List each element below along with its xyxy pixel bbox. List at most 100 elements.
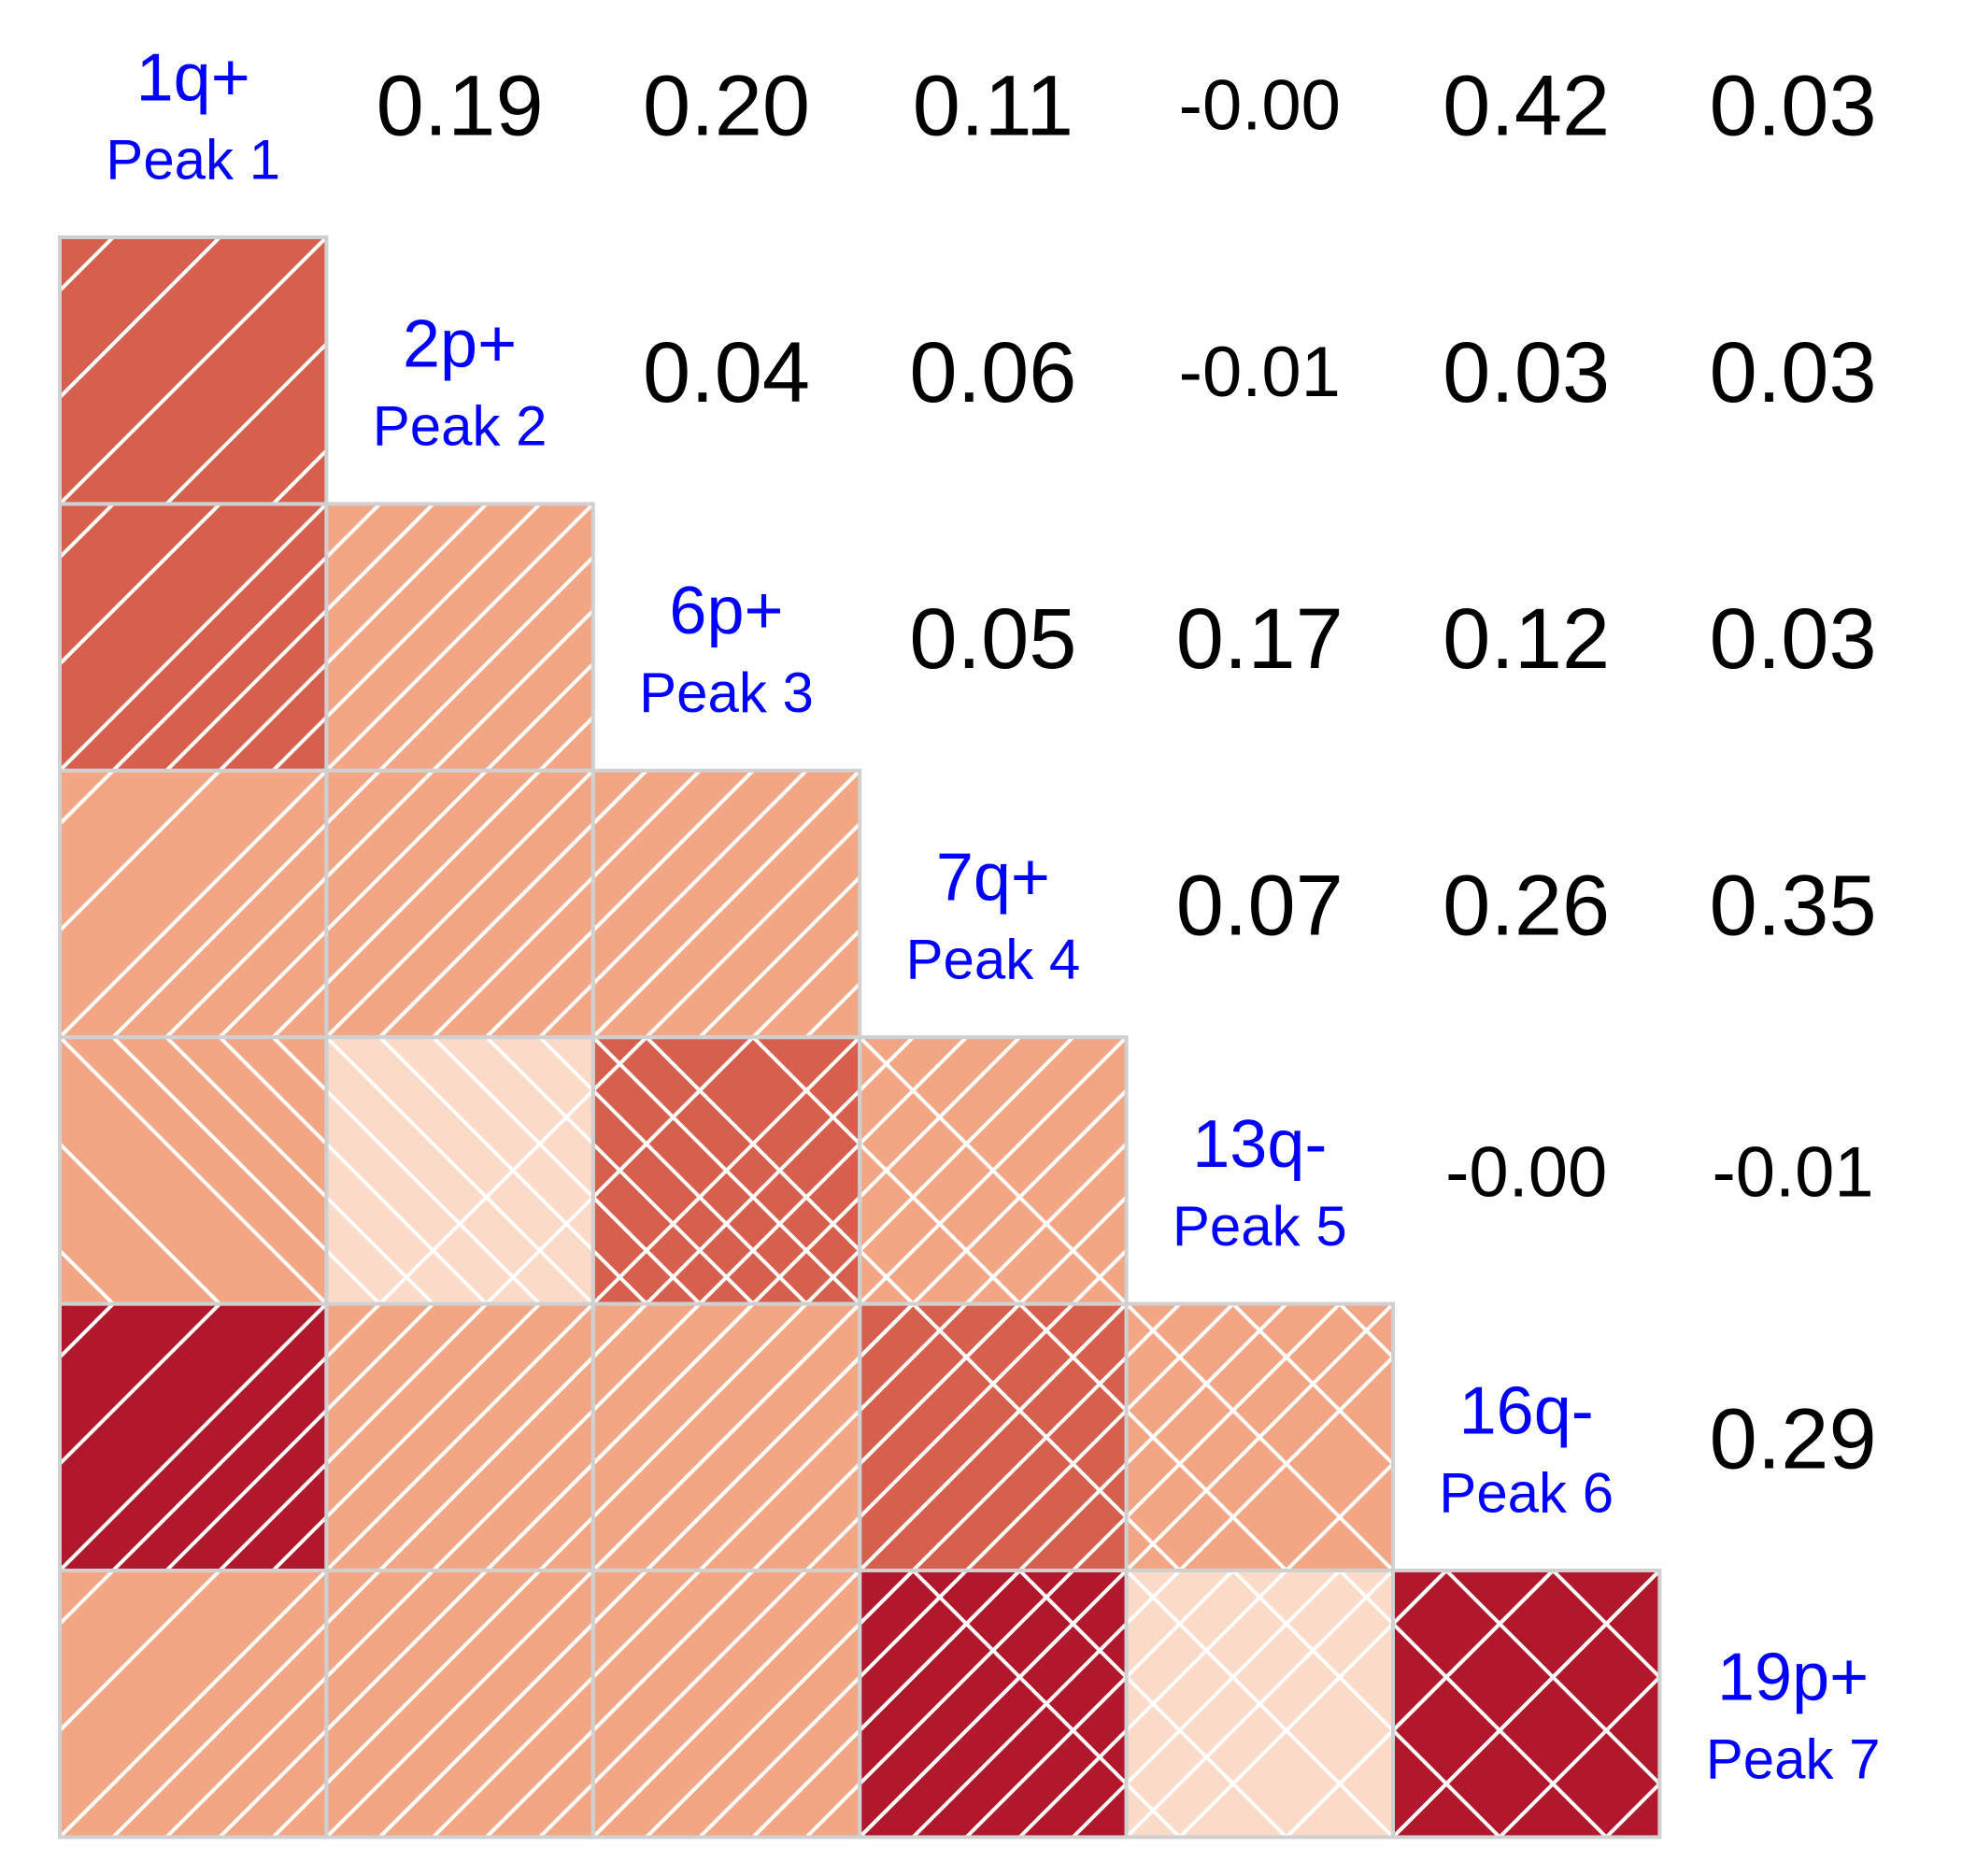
hatch-line	[1551, 1569, 1660, 1838]
coefficient-value: 0.05	[909, 591, 1076, 687]
hatch-line	[591, 1035, 861, 1306]
hatch-line	[698, 1302, 968, 1572]
hatch-line	[485, 1569, 755, 1838]
variable-label-1q+: 1q+	[136, 40, 250, 115]
hatch-line	[538, 769, 808, 1039]
coefficient-value: 0.04	[643, 325, 810, 420]
hatch-line	[591, 769, 861, 1039]
hatch-line	[1018, 1302, 1288, 1572]
hatch-line	[1391, 1569, 1660, 1838]
hatch-line	[218, 1035, 489, 1306]
hatch-line	[271, 502, 542, 773]
hatch-line	[111, 1302, 381, 1572]
hatch-line	[538, 1035, 808, 1306]
hatch-line	[60, 237, 328, 505]
hatch-line	[324, 769, 595, 1039]
hatch-line	[1285, 1569, 1555, 1838]
coefficient-value: 0.03	[1443, 325, 1610, 420]
hatch-line	[858, 1035, 1129, 1306]
hatch-line	[60, 769, 115, 1039]
hatch-line	[111, 1035, 381, 1306]
hatch-line	[911, 1302, 1182, 1572]
variable-label-13q-: 13q-	[1192, 1107, 1327, 1182]
coefficient-value: 0.06	[909, 325, 1076, 420]
hatch-line	[324, 1569, 595, 1838]
hatch-line	[804, 1569, 1074, 1838]
coefficient-value: -0.00	[1445, 1132, 1607, 1212]
hatch-line	[324, 502, 595, 773]
peak-label-peak-2: Peak 2	[373, 395, 547, 458]
hatch-line	[591, 1302, 861, 1572]
hatch-line	[218, 769, 489, 1039]
hatch-line	[751, 1302, 1021, 1572]
hatch-line	[432, 1302, 702, 1572]
hatch-line	[271, 1035, 542, 1306]
hatch-line	[1926, 1570, 1962, 1837]
hatch-line	[858, 1302, 1129, 1572]
hatch-line	[60, 1302, 221, 1572]
hatch-line	[60, 769, 328, 1039]
variable-label-16q-: 16q-	[1459, 1373, 1594, 1448]
diagonal-labels: 1q+ Peak 1 2p+ Peak 2 6p+ Peak 3 7q+ Peak 4 13q-…	[106, 40, 1880, 1790]
hatch-line	[271, 769, 542, 1039]
peak-label-peak-3: Peak 3	[639, 661, 814, 724]
hatch-line	[698, 1569, 968, 1838]
peak-label-peak-1: Peak 1	[106, 128, 280, 191]
peak-label-peak-6: Peak 6	[1439, 1461, 1614, 1524]
hatch-line	[60, 1569, 221, 1838]
hatch-line	[751, 1569, 1021, 1838]
coefficient-value: -0.00	[1179, 66, 1341, 146]
hatch-line	[111, 769, 381, 1039]
hatch-line	[60, 769, 221, 1039]
hatch-line	[378, 1302, 648, 1572]
hatch-line	[698, 1035, 968, 1306]
hatch-line	[1498, 1569, 1660, 1838]
hatch-line	[804, 1302, 1074, 1572]
hatch-line	[60, 1035, 221, 1306]
coefficient-value: 0.29	[1710, 1391, 1877, 1486]
hatch-line	[1338, 1569, 1608, 1838]
coefficient-values: 0.19 0.20 0.11 -0.00 0.42 0.03 0.04 0.06 -0.01 0.…	[377, 58, 1877, 1486]
hatch-line	[60, 502, 328, 773]
hatch-line	[111, 1569, 381, 1838]
hatch-line	[60, 237, 115, 505]
hatch-line	[60, 1569, 328, 1838]
variable-label-19p+: 19p+	[1717, 1641, 1869, 1715]
hatch-line	[538, 1569, 808, 1838]
hatch-line	[485, 1035, 755, 1306]
hatch-line	[1072, 1569, 1342, 1838]
hatch-line	[218, 502, 489, 773]
hatch-line	[60, 1302, 115, 1572]
hatch-line	[645, 1302, 915, 1572]
coefficient-value: 0.19	[377, 58, 544, 153]
hatch-line	[164, 769, 434, 1039]
coefficient-value: -0.01	[1179, 333, 1341, 412]
hatch-line	[378, 1035, 648, 1306]
hatch-line	[164, 1302, 434, 1572]
hatch-line	[1231, 1569, 1501, 1838]
hatch-line	[1604, 1569, 1660, 1838]
hatch-line	[432, 1035, 702, 1306]
hatch-line	[485, 769, 755, 1039]
hatch-line	[911, 1569, 1182, 1838]
hatch-line	[485, 1302, 755, 1572]
hatch-line	[324, 1035, 595, 1306]
hatch-line	[60, 1035, 115, 1306]
coefficient-value: 0.20	[643, 58, 810, 153]
coefficient-value: 0.17	[1176, 591, 1344, 687]
coefficient-value: 0.35	[1710, 859, 1877, 954]
coefficient-value: 0.26	[1443, 859, 1610, 954]
hatch-line	[60, 1302, 328, 1572]
hatch-line	[645, 1569, 915, 1838]
hatch-line	[111, 502, 381, 773]
hatch-line	[591, 1569, 861, 1838]
hatch-line	[1444, 1569, 1660, 1838]
coefficient-value: 0.42	[1443, 58, 1610, 153]
hatch-line	[60, 502, 115, 773]
hatch-line	[60, 1035, 328, 1306]
hatch-line	[164, 1569, 434, 1838]
hatch-line	[271, 1302, 542, 1572]
hatch-line	[218, 1569, 489, 1838]
hatch-line	[1072, 1302, 1342, 1572]
